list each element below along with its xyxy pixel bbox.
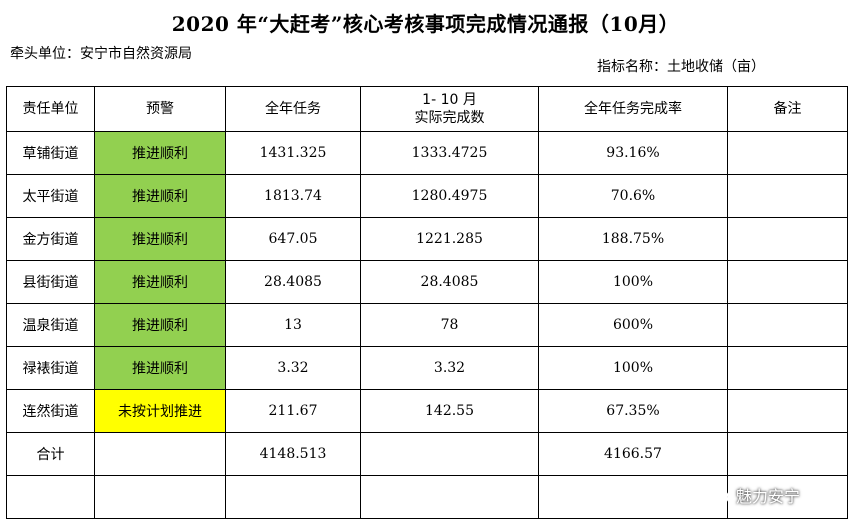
unit-cell: 连然街道	[6, 389, 95, 433]
empty-cell	[6, 475, 95, 519]
header-actual-period: 1- 10 月	[422, 92, 477, 108]
total-note-cell	[727, 432, 848, 476]
warning-cell: 未按计划推进	[94, 389, 226, 433]
header-completion-rate: 全年任务完成率	[538, 86, 728, 132]
total-row: 合计 4148.513 4166.57	[6, 432, 848, 476]
completion-rate-cell: 600%	[538, 303, 728, 347]
header-warning: 预警	[94, 86, 226, 132]
note-cell	[727, 303, 848, 347]
completion-rate-cell: 93.16%	[538, 131, 728, 175]
actual-cell: 28.4085	[360, 260, 539, 304]
note-cell	[727, 389, 848, 433]
unit-cell: 县街街道	[6, 260, 95, 304]
wechat-icon	[700, 482, 730, 508]
header-annual-task: 全年任务	[225, 86, 361, 132]
annual-task-cell: 13	[225, 303, 361, 347]
report-table: 责任单位 预警 全年任务 1- 10 月 实际完成数 全年任务完成率 备注 草铺…	[6, 86, 848, 519]
total-unit-cell: 合计	[6, 432, 95, 476]
unit-cell: 温泉街道	[6, 303, 95, 347]
actual-cell: 3.32	[360, 346, 539, 390]
header-unit: 责任单位	[6, 86, 95, 132]
empty-cell	[538, 475, 728, 519]
actual-cell: 78	[360, 303, 539, 347]
total-completion-rate-cell: 4166.57	[538, 432, 728, 476]
completion-rate-cell: 188.75%	[538, 217, 728, 261]
warning-cell: 推进顺利	[94, 303, 226, 347]
lead-unit: 牵头单位：安宁市自然资源局	[10, 46, 192, 62]
annual-task-cell: 28.4085	[225, 260, 361, 304]
warning-cell: 推进顺利	[94, 174, 226, 218]
warning-cell: 推进顺利	[94, 346, 226, 390]
total-annual-task-cell: 4148.513	[225, 432, 361, 476]
actual-cell: 1333.4725	[360, 131, 539, 175]
completion-rate-cell: 100%	[538, 260, 728, 304]
annual-task-cell: 1813.74	[225, 174, 361, 218]
unit-cell: 草铺街道	[6, 131, 95, 175]
unit-cell: 禄裱街道	[6, 346, 95, 390]
table-row: 县街街道 推进顺利 28.4085 28.4085 100%	[6, 260, 848, 304]
annual-task-cell: 1431.325	[225, 131, 361, 175]
warning-cell: 推进顺利	[94, 260, 226, 304]
header-actual-label: 实际完成数	[414, 110, 485, 126]
empty-cell	[360, 475, 539, 519]
empty-cell	[225, 475, 361, 519]
table-row: 太平街道 推进顺利 1813.74 1280.4975 70.6%	[6, 174, 848, 218]
annual-task-cell: 3.32	[225, 346, 361, 390]
completion-rate-cell: 67.35%	[538, 389, 728, 433]
indicator-name: 指标名称：土地收储（亩）	[597, 59, 765, 75]
table-row: 禄裱街道 推进顺利 3.32 3.32 100%	[6, 346, 848, 390]
header-actual: 1- 10 月 实际完成数	[360, 86, 539, 132]
warning-cell: 推进顺利	[94, 217, 226, 261]
total-warning-cell	[94, 432, 226, 476]
table-row: 草铺街道 推进顺利 1431.325 1333.4725 93.16%	[6, 131, 848, 175]
actual-cell: 1280.4975	[360, 174, 539, 218]
empty-cell	[94, 475, 226, 519]
watermark: 魅力安宁	[700, 482, 800, 508]
warning-cell: 推进顺利	[94, 131, 226, 175]
total-actual-cell	[360, 432, 539, 476]
completion-rate-cell: 100%	[538, 346, 728, 390]
header-row: 责任单位 预警 全年任务 1- 10 月 实际完成数 全年任务完成率 备注	[6, 86, 848, 132]
completion-rate-cell: 70.6%	[538, 174, 728, 218]
actual-cell: 1221.285	[360, 217, 539, 261]
annual-task-cell: 211.67	[225, 389, 361, 433]
annual-task-cell: 647.05	[225, 217, 361, 261]
table-row: 连然街道 未按计划推进 211.67 142.55 67.35%	[6, 389, 848, 433]
unit-cell: 金方街道	[6, 217, 95, 261]
unit-cell: 太平街道	[6, 174, 95, 218]
table-row: 金方街道 推进顺利 647.05 1221.285 188.75%	[6, 217, 848, 261]
note-cell	[727, 346, 848, 390]
header-note: 备注	[727, 86, 848, 132]
report-title: 2020 年“大赶考”核心考核事项完成情况通报（10月）	[171, 12, 680, 36]
note-cell	[727, 174, 848, 218]
note-cell	[727, 217, 848, 261]
table-row: 温泉街道 推进顺利 13 78 600%	[6, 303, 848, 347]
note-cell	[727, 131, 848, 175]
watermark-text: 魅力安宁	[736, 487, 801, 506]
note-cell	[727, 260, 848, 304]
actual-cell: 142.55	[360, 389, 539, 433]
